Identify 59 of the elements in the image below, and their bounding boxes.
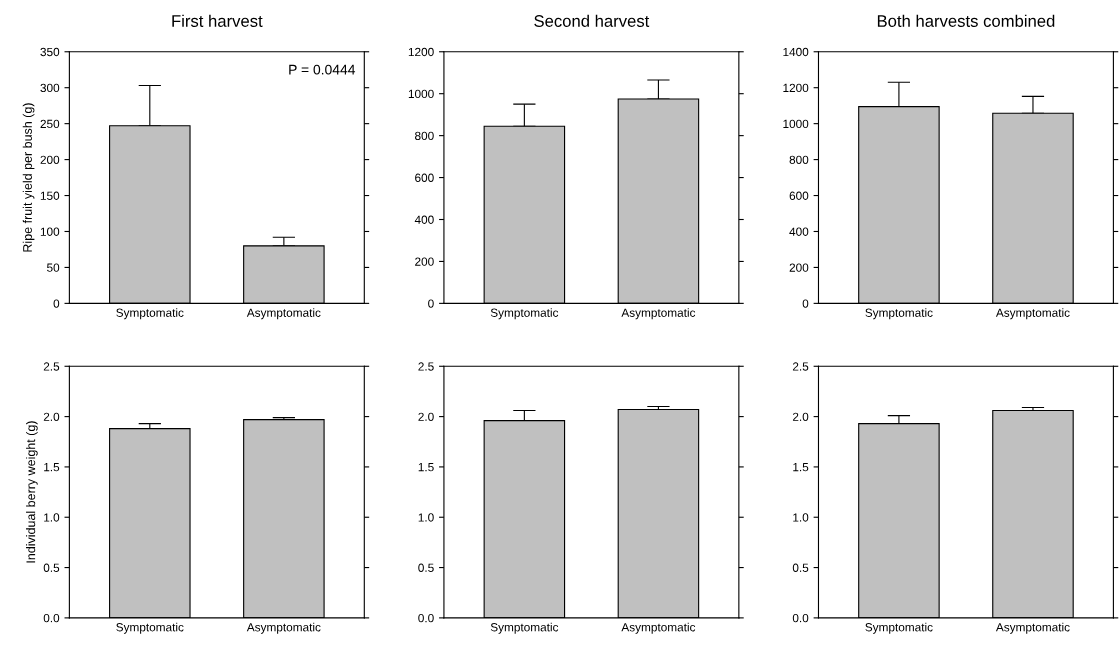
y-tick-label: 0.0 <box>43 613 60 623</box>
y-tick-label: 400 <box>789 227 809 236</box>
x-tick-label: Asymptomatic <box>995 308 1070 320</box>
y-tick-label: 250 <box>40 119 60 129</box>
x-tick-label: Symptomatic <box>865 308 933 320</box>
chart-title: First harvest <box>172 14 263 27</box>
y-tick-label: 0.5 <box>792 563 809 572</box>
y-tick-label: 1400 <box>783 47 809 57</box>
y-tick-label: 0.5 <box>43 563 60 572</box>
x-tick-label: Asymptomatic <box>246 308 321 320</box>
y-tick-label: 2.0 <box>43 412 60 421</box>
y-tick-label: 100 <box>40 227 60 236</box>
x-tick-label: Symptomatic <box>490 308 559 320</box>
x-tick-label: Asymptomatic <box>621 622 696 634</box>
y-tick-label: 0 <box>53 299 60 308</box>
y-tick-label: 400 <box>414 215 434 224</box>
x-tick-label: Asymptomatic <box>621 308 696 320</box>
x-tick-label: Asymptomatic <box>246 622 321 634</box>
y-tick-label: 1000 <box>408 89 434 99</box>
y-tick-label: 1.5 <box>418 463 434 472</box>
chart-title: Second harvest <box>534 14 650 27</box>
y-tick-label: 0 <box>428 299 434 308</box>
y-tick-label: 200 <box>789 263 809 272</box>
y-tick-label: 1200 <box>783 83 809 93</box>
y-axis-title: Ripe fruit yield per bush (g) <box>22 103 35 252</box>
y-tick-label: 600 <box>415 173 434 182</box>
y-tick-label: 800 <box>415 131 434 141</box>
y-tick-label: 0 <box>802 299 809 308</box>
y-tick-label: 0.0 <box>418 613 434 623</box>
y-tick-label: 300 <box>40 83 60 93</box>
y-tick-label: 2.0 <box>792 412 809 421</box>
x-tick-label: Symptomatic <box>116 308 184 320</box>
y-tick-label: 2.5 <box>418 362 434 371</box>
y-tick-label: 1.0 <box>793 513 809 522</box>
y-tick-label: 200 <box>40 155 60 164</box>
y-tick-label: 1200 <box>408 47 434 57</box>
y-tick-label: 2.5 <box>43 362 60 371</box>
x-tick-label: Symptomatic <box>116 622 184 634</box>
y-tick-label: 1.0 <box>418 513 434 522</box>
annotation: P = 0.0444 <box>289 64 356 75</box>
y-tick-label: 50 <box>47 263 60 272</box>
y-tick-label: 1.0 <box>44 513 60 522</box>
y-tick-label: 2.5 <box>792 362 809 371</box>
y-tick-label: 600 <box>789 191 809 200</box>
y-tick-label: 350 <box>40 47 60 57</box>
chart-title: Both harvests combined <box>877 14 1055 27</box>
x-tick-label: Asymptomatic <box>995 622 1070 634</box>
x-tick-label: Symptomatic <box>490 622 559 634</box>
x-tick-label: Symptomatic <box>865 622 933 634</box>
y-tick-label: 2.0 <box>418 412 434 421</box>
y-tick-label: 1.5 <box>793 463 809 472</box>
y-tick-label: 0.0 <box>792 613 809 623</box>
y-axis-title: Individual berry weight (g) <box>26 421 38 563</box>
y-tick-label: 1.5 <box>44 463 60 472</box>
y-tick-label: 0.5 <box>418 563 434 572</box>
y-tick-label: 200 <box>415 257 434 266</box>
y-tick-label: 800 <box>789 155 809 164</box>
y-tick-label: 150 <box>40 191 60 200</box>
y-tick-label: 1000 <box>783 119 809 129</box>
